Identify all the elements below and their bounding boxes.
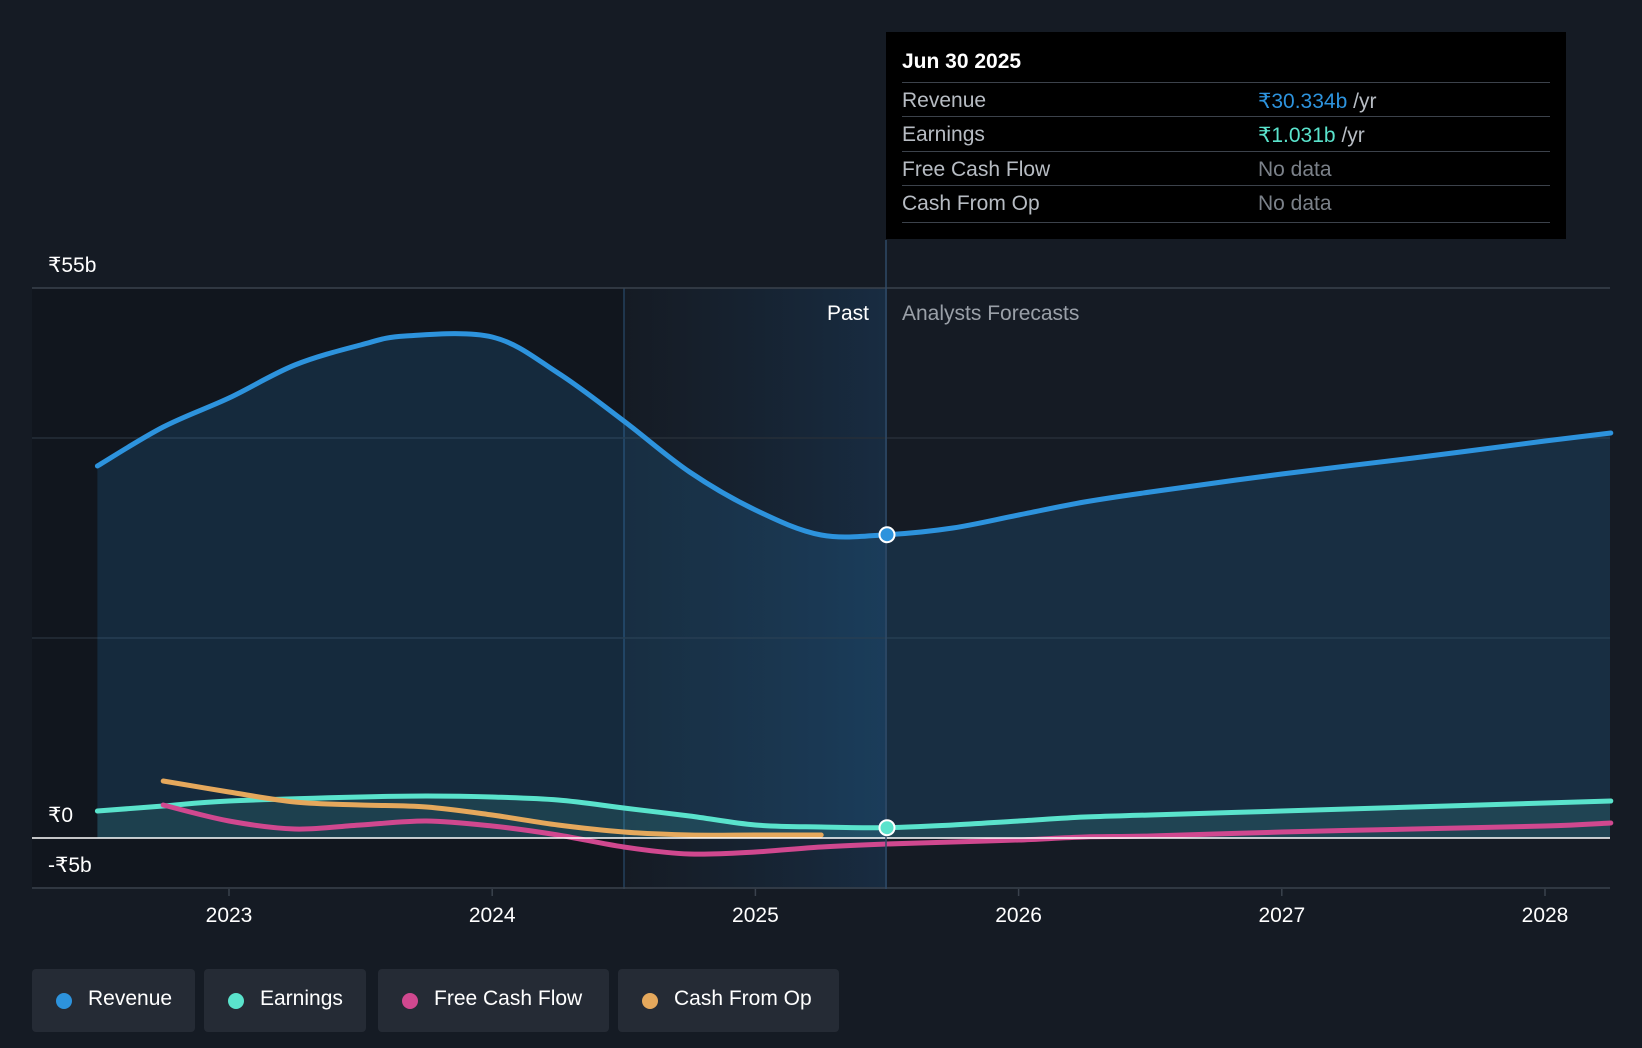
tooltip-label: Free Cash Flow [902, 158, 1051, 181]
tooltip-label: Revenue [902, 89, 987, 112]
tooltip: Jun 30 2025 Revenue ₹30.334b /yr Earning… [886, 32, 1566, 239]
legend-item-earnings[interactable]: Earnings [204, 969, 366, 1032]
tooltip-label: Earnings [902, 123, 985, 146]
x-tick-label: 2027 [1258, 904, 1305, 927]
legend-label: Earnings [260, 987, 343, 1010]
earnings-line [94, 793, 1614, 831]
legend-dot-icon [228, 993, 244, 1009]
tooltip-row-earnings: Earnings ₹1.031b /yr [902, 116, 1550, 152]
tooltip-value: ₹1.031b /yr [1258, 123, 1365, 148]
x-tick-label: 2026 [995, 904, 1042, 927]
past-highlight [624, 288, 887, 889]
legend-item-free-cash-flow[interactable]: Free Cash Flow [378, 969, 609, 1032]
grid-lines [32, 287, 1610, 889]
series-lines [32, 331, 1614, 857]
earnings-marker[interactable] [878, 819, 896, 837]
x-tick-label: 2024 [469, 904, 516, 927]
legend-label: Free Cash Flow [434, 987, 583, 1010]
series-markers [878, 526, 896, 837]
legend-dot-icon [56, 993, 72, 1009]
tooltip-row-revenue: Revenue ₹30.334b /yr [902, 82, 1550, 118]
legend-item-revenue[interactable]: Revenue [32, 969, 195, 1032]
tooltip-row-cash-from-op: Cash From Op No data [902, 185, 1550, 221]
y-label-bottom: -₹5b [48, 854, 92, 877]
past-background [32, 288, 624, 889]
x-tick-label: 2025 [732, 904, 779, 927]
tooltip-divider [902, 222, 1550, 223]
revenue-line [94, 331, 1614, 540]
earnings-area [97, 796, 1610, 838]
legend-item-cash-from-op[interactable]: Cash From Op [618, 969, 839, 1032]
tooltip-value-number: ₹1.031b [1258, 124, 1336, 147]
tooltip-value: No data [1258, 192, 1332, 215]
tooltip-value: No data [1258, 158, 1332, 181]
legend-label: Cash From Op [674, 987, 812, 1010]
revenue-marker[interactable] [878, 526, 896, 544]
y-label-zero: ₹0 [48, 804, 73, 827]
revenue-area [97, 333, 1610, 838]
tooltip-row-free-cash-flow: Free Cash Flow No data [902, 151, 1550, 187]
legend-dot-icon [402, 993, 418, 1009]
tooltip-value-unit: /yr [1341, 124, 1365, 147]
x-tick-label: 2028 [1522, 904, 1569, 927]
tooltip-label: Cash From Op [902, 192, 1040, 215]
tooltip-date: Jun 30 2025 [902, 50, 1022, 73]
x-axis-ticks: 2023 2024 2025 2026 2027 2028 [206, 889, 1569, 927]
area-fills [97, 333, 1610, 838]
legend-dot-icon [642, 993, 658, 1009]
legend-label: Revenue [88, 987, 173, 1010]
tooltip-value-number: ₹30.334b [1258, 90, 1348, 113]
tooltip-value: ₹30.334b /yr [1258, 89, 1376, 114]
x-tick-label: 2023 [206, 904, 253, 927]
cash-from-op-line [160, 778, 824, 838]
free-cash-flow-line [160, 802, 1614, 857]
forecast-label: Analysts Forecasts [902, 302, 1079, 325]
tooltip-value-unit: /yr [1353, 90, 1377, 113]
y-label-top: ₹55b [48, 254, 96, 277]
past-label: Past [827, 302, 869, 325]
axis-labels: ₹55b ₹0 -₹5b Past Analysts Forecasts [48, 254, 1079, 877]
